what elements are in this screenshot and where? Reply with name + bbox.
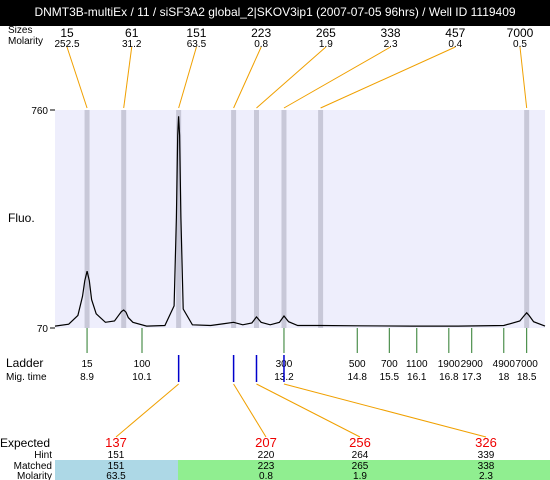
hint-label: Hint (34, 450, 52, 461)
peak-connector (256, 46, 327, 109)
peak-size-label: 338 (381, 26, 401, 40)
expected-molarity-label: Molarity (17, 471, 52, 480)
peak-connector (233, 46, 262, 109)
peak-molarity-label: 0.8 (254, 39, 268, 50)
ladder-size-label: 7000 (516, 359, 539, 370)
y-tick-max: 760 (31, 106, 48, 117)
peak-molarity-label: 0.4 (448, 39, 462, 50)
expected-size: 137 (105, 435, 127, 450)
expected-connector (233, 383, 267, 438)
peak-band (121, 110, 127, 328)
peak-size-label: 151 (186, 26, 206, 40)
peak-size-label: 223 (251, 26, 271, 40)
expected-size: 256 (349, 435, 371, 450)
mig-time-label: Mig. time (6, 372, 47, 383)
sizes-row-label: Sizes (8, 25, 32, 36)
ladder-size-label: 15 (81, 359, 93, 370)
peak-size-label: 457 (445, 26, 465, 40)
peak-molarity-label: 0.5 (513, 39, 527, 50)
plot-area (55, 110, 545, 328)
ladder-time-label: 8.9 (80, 372, 94, 383)
title-text: DNMT3B-multiEx / 11 / siSF3A2 global_2|S… (34, 5, 516, 19)
hint-size: 151 (108, 450, 125, 461)
peak-molarity-label: 252.5 (54, 39, 79, 50)
expected-connector (283, 383, 487, 438)
peak-band (231, 110, 237, 328)
peak-connector (178, 46, 197, 109)
matched-label: Matched (14, 461, 52, 472)
peak-molarity-label: 31.2 (122, 39, 142, 50)
peak-connector (519, 46, 528, 109)
ladder-time-label: 10.1 (132, 372, 152, 383)
ladder-time-label: 15.5 (380, 372, 400, 383)
matched-size: 338 (478, 461, 495, 472)
expected-size: 207 (255, 435, 277, 450)
title-bar: DNMT3B-multiEx / 11 / siSF3A2 global_2|S… (0, 0, 550, 26)
expected-connector (256, 383, 361, 438)
matched-band (178, 460, 550, 480)
ladder-size-label: 700 (381, 359, 398, 370)
peak-molarity-label: 1.9 (319, 39, 333, 50)
expected-connector (115, 383, 179, 438)
matched-molarity: 2.3 (479, 471, 493, 480)
matched-size: 151 (108, 461, 125, 472)
peak-band (281, 110, 287, 328)
peak-band (524, 110, 530, 328)
hint-size: 220 (258, 450, 275, 461)
peak-size-label: 15 (60, 26, 74, 40)
ladder-size-label: 100 (134, 359, 151, 370)
ladder-size-label: 1900 (438, 359, 461, 370)
matched-size: 265 (352, 461, 369, 472)
y-tick-min: 70 (37, 324, 49, 335)
hint-size: 264 (352, 450, 369, 461)
peak-band (84, 110, 90, 328)
ladder-time-label: 17.3 (462, 372, 482, 383)
ladder-size-label: 4900 (493, 359, 516, 370)
ladder-size-label: 500 (349, 359, 366, 370)
peak-band (318, 110, 324, 328)
matched-size: 223 (258, 461, 275, 472)
hint-size: 339 (478, 450, 495, 461)
molarity-row-label: Molarity (8, 36, 43, 47)
ladder-time-label: 18 (498, 372, 510, 383)
matched-molarity: 1.9 (353, 471, 367, 480)
expected-size: 326 (475, 435, 497, 450)
peak-size-label: 61 (125, 26, 139, 40)
peak-band (253, 110, 259, 328)
peak-connector (66, 46, 88, 109)
ladder-time-label: 18.5 (517, 372, 537, 383)
ladder-label: Ladder (6, 356, 43, 370)
peak-connector (283, 46, 391, 109)
matched-molarity: 63.5 (106, 471, 126, 480)
y-axis-label: Fluo. (8, 211, 35, 225)
ladder-size-label: 2900 (461, 359, 484, 370)
peak-connector (320, 46, 456, 109)
ladder-size-label: 1100 (406, 359, 428, 370)
expected-label: Expected (0, 436, 50, 450)
peak-molarity-label: 2.3 (384, 39, 398, 50)
ladder-time-label: 14.8 (348, 372, 368, 383)
matched-molarity: 0.8 (259, 471, 273, 480)
ladder-time-label: 16.1 (407, 372, 427, 383)
peak-size-label: 265 (316, 26, 336, 40)
peak-molarity-label: 63.5 (187, 39, 207, 50)
peak-band (176, 110, 182, 328)
matched-band (55, 460, 178, 480)
ladder-time-label: 16.8 (439, 372, 459, 383)
peak-connector (123, 46, 133, 109)
fluorescence-trace (54, 116, 546, 327)
peak-size-label: 7000 (507, 26, 534, 40)
